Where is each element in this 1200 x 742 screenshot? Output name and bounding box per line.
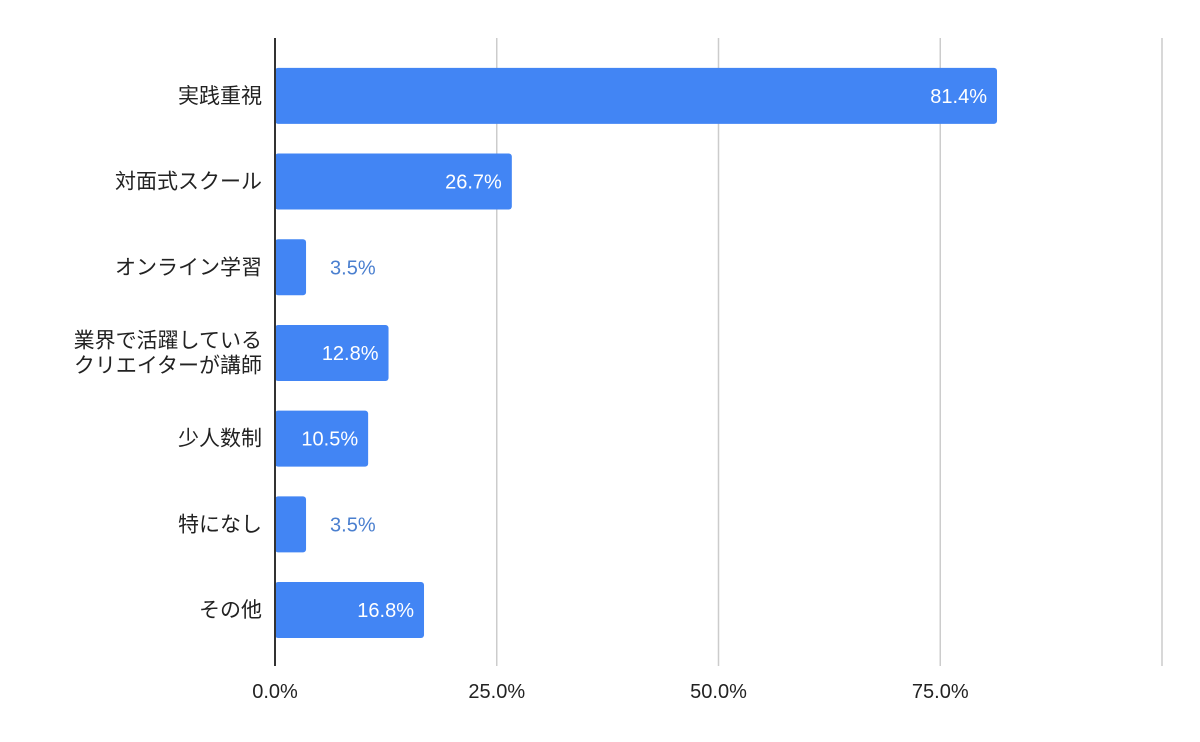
category-label-line: 少人数制 — [178, 427, 262, 451]
data-labels: 81.4% 26.7% 3.5% 12.8% 10.5% 3.5% 16.8% — [301, 86, 987, 622]
category-label: 業界で活躍しているクリエイターが講師 — [74, 328, 262, 377]
category-label-line: クリエイターが講師 — [74, 353, 262, 377]
category-label: 少人数制 — [178, 427, 262, 451]
data-label: 3.5% — [330, 257, 376, 279]
data-label: 16.8% — [357, 600, 414, 622]
category-label-line: 対面式スクール — [115, 170, 262, 194]
category-label-line: 特になし — [178, 512, 262, 536]
data-label: 3.5% — [330, 514, 376, 536]
bar — [275, 153, 512, 210]
category-label: 特になし — [178, 512, 262, 536]
bar — [275, 410, 369, 467]
category-label: 対面式スクール — [115, 170, 262, 194]
category-label-line: 実践重視 — [178, 84, 262, 108]
data-label: 10.5% — [301, 429, 358, 451]
x-axis-tick-labels: 0.0% 25.0% 50.0% 75.0% — [252, 681, 969, 703]
category-label: オンライン学習 — [115, 255, 262, 279]
bar — [275, 67, 998, 124]
bar — [275, 239, 307, 296]
bars — [275, 67, 998, 639]
x-tick-label: 0.0% — [252, 681, 298, 703]
category-label-line: 業界で活躍している — [74, 328, 262, 352]
category-label-line: その他 — [199, 598, 262, 622]
x-tick-label: 50.0% — [690, 681, 747, 703]
data-label: 26.7% — [445, 172, 502, 194]
data-label: 81.4% — [930, 86, 987, 108]
x-tick-label: 75.0% — [912, 681, 969, 703]
data-label: 12.8% — [322, 343, 379, 365]
category-label-line: オンライン学習 — [115, 255, 262, 279]
bar — [275, 324, 389, 381]
category-label: 実践重視 — [178, 84, 262, 108]
bar — [275, 496, 307, 553]
category-label: その他 — [199, 598, 262, 622]
grid-lines — [496, 38, 1163, 666]
category-labels: 実践重視対面式スクールオンライン学習業界で活躍しているクリエイターが講師少人数制… — [74, 84, 262, 622]
x-tick-label: 25.0% — [468, 681, 525, 703]
bar — [275, 582, 425, 639]
